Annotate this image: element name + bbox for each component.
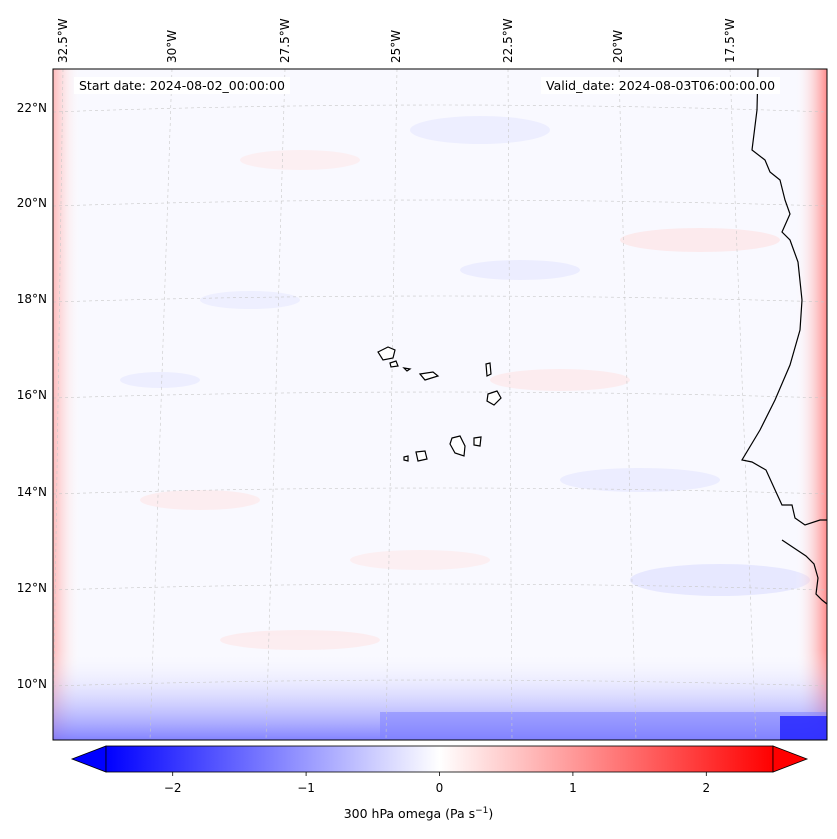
island-boa-vista <box>486 390 502 406</box>
colorbar-title-close: ) <box>488 806 494 822</box>
island-sao-vicente <box>389 360 399 368</box>
cabo-verde-islands <box>377 346 502 462</box>
island-brava <box>403 455 409 462</box>
bottom-strong-band <box>380 712 827 740</box>
colorbar-body <box>105 745 774 773</box>
field-patches <box>120 116 810 650</box>
colorbar-tick-label: −2 <box>164 781 182 795</box>
island-maio <box>473 436 482 447</box>
lon-label-27-5w: 27.5°W <box>278 18 292 63</box>
gridlines <box>53 69 827 740</box>
africa-coastline <box>741 69 827 605</box>
latitude-labels: 22°N 20°N 18°N 16°N 14°N 12°N 10°N <box>17 101 47 691</box>
left-edge-band <box>53 69 81 740</box>
right-edge-band <box>795 69 827 740</box>
lat-label-14n: 14°N <box>17 485 47 499</box>
island-santa-luzia <box>402 367 412 372</box>
colorbar-title-main: 300 hPa omega (Pa s <box>343 806 476 822</box>
colorbar-tick-label: −1 <box>297 781 315 795</box>
lon-label-32-5w: 32.5°W <box>56 18 70 63</box>
lat-label-16n: 16°N <box>17 388 47 402</box>
longitude-labels: 32.5°W 30°W 27.5°W 25°W 22.5°W 20°W 17.5… <box>56 18 737 63</box>
colorbar-title: 300 hPa omega (Pa s−1) <box>0 806 837 821</box>
lat-label-18n: 18°N <box>17 292 47 306</box>
lat-label-22n: 22°N <box>17 101 47 115</box>
colorbar: −2 −1 0 1 2 <box>70 745 809 795</box>
island-fogo <box>415 450 428 462</box>
valid-date-label: Valid_date: 2024-08-03T06:00:00.00 <box>541 77 781 94</box>
island-santo-antao <box>377 346 396 361</box>
island-santiago <box>449 435 466 457</box>
lon-label-20w: 20°W <box>611 30 625 63</box>
colorbar-title-exponent: −1 <box>475 806 489 816</box>
lat-label-20n: 20°N <box>17 196 47 210</box>
lat-label-12n: 12°N <box>17 581 47 595</box>
colorbar-extend-high <box>772 745 809 773</box>
colorbar-tick-label: 0 <box>436 781 444 795</box>
colorbar-ticks: −2 −1 0 1 2 <box>164 772 710 795</box>
colorbar-tick-label: 2 <box>702 781 710 795</box>
lon-label-25w: 25°W <box>389 30 403 63</box>
island-sao-nicolau <box>418 371 440 381</box>
lon-label-30w: 30°W <box>165 30 179 63</box>
lon-label-22-5w: 22.5°W <box>501 18 515 63</box>
omega-field <box>53 69 827 740</box>
start-date-label: Start date: 2024-08-02_00:00:00 <box>74 77 290 94</box>
lon-label-17-5w: 17.5°W <box>723 18 737 63</box>
colorbar-extend-low <box>70 745 107 773</box>
colorbar-tick-label: 1 <box>569 781 577 795</box>
field-background <box>53 69 827 740</box>
bottom-corner-core <box>780 716 827 740</box>
lat-label-10n: 10°N <box>17 677 47 691</box>
island-sal <box>485 362 492 377</box>
map-frame <box>52 68 828 741</box>
